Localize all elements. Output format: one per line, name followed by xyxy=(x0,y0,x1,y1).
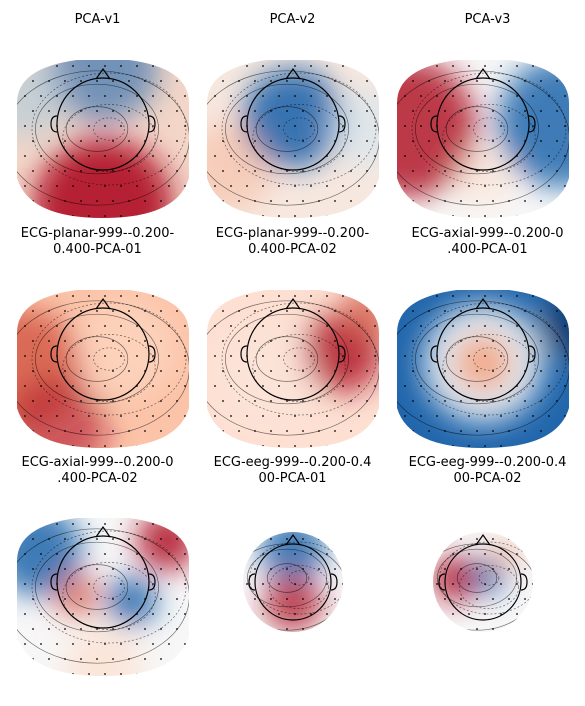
topomap-4 xyxy=(17,290,189,448)
panel-title-1: PCA-v1 xyxy=(74,12,121,27)
panel-title-8: ECG-eeg-999--0.200-0.4 00-PCA-01 xyxy=(213,455,372,486)
topomap-1 xyxy=(17,60,189,218)
topomap-2 xyxy=(207,60,379,218)
panel-title-2: PCA-v2 xyxy=(269,12,316,27)
topomap-7 xyxy=(17,518,189,676)
panel-title-9: ECG-eeg-999--0.200-0.4 00-PCA-02 xyxy=(408,455,567,486)
panel-title-3: PCA-v3 xyxy=(464,12,511,27)
topomap-8 xyxy=(243,532,343,632)
topomap-9 xyxy=(433,532,533,632)
panel-title-5: ECG-planar-999--0.200- 0.400-PCA-02 xyxy=(215,226,370,257)
panel-title-4: ECG-planar-999--0.200- 0.400-PCA-01 xyxy=(20,226,175,257)
panel-title-6: ECG-axial-999--0.200-0 .400-PCA-01 xyxy=(411,226,564,257)
panel-title-7: ECG-axial-999--0.200-0 .400-PCA-02 xyxy=(21,455,174,486)
topomap-5 xyxy=(207,290,379,448)
topomap-6 xyxy=(397,290,569,448)
topomap-3 xyxy=(397,60,569,218)
